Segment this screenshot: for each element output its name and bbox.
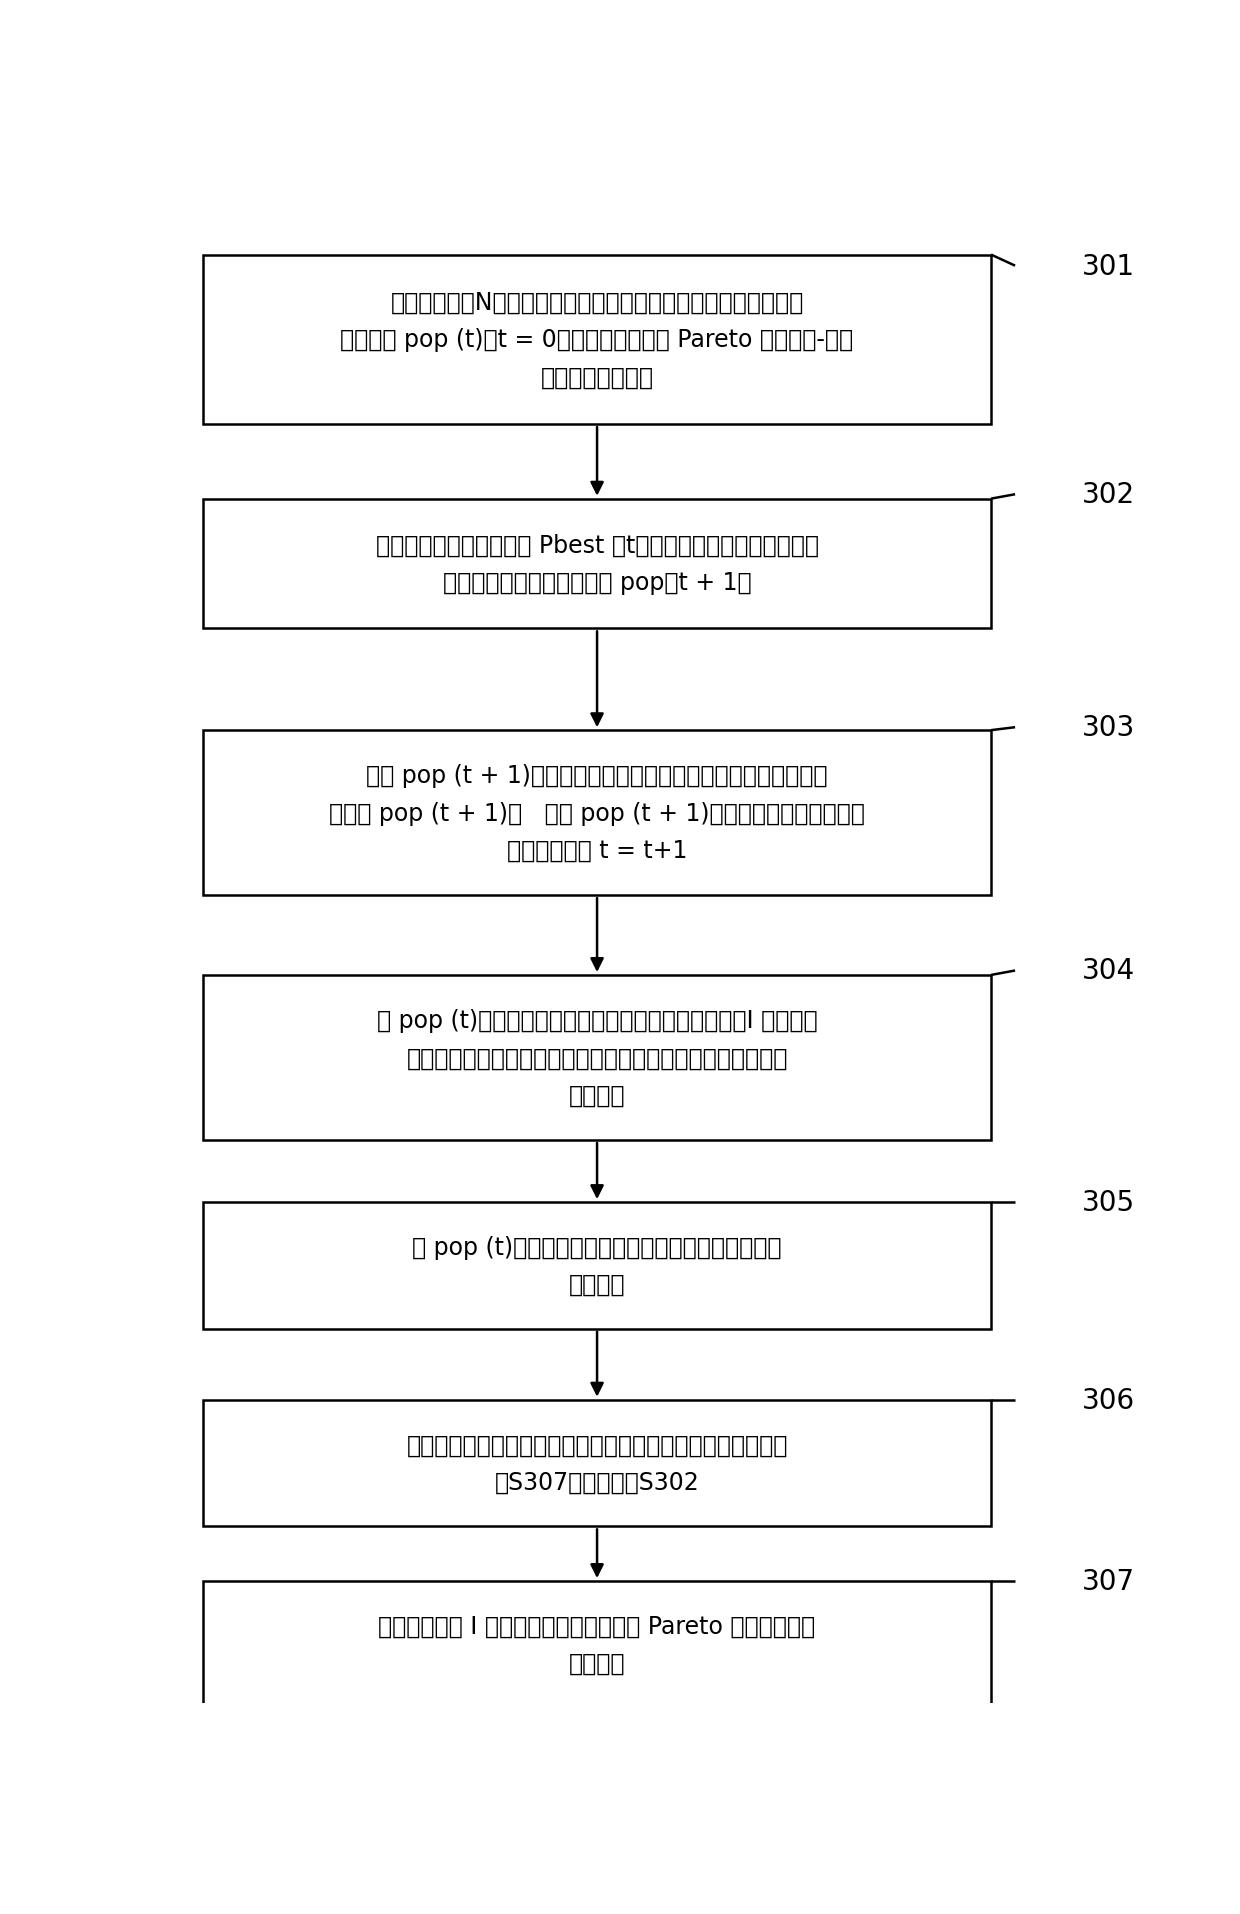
Text: 304: 304	[1083, 957, 1136, 986]
Text: 用 pop (t)更新外部存储器，若外部存储器中非劣解集I 中的粒子
个数超过给定规模时，计算每个粒子的拥挤度，保留拥挤度较
大的粒子: 用 pop (t)更新外部存储器，若外部存储器中非劣解集I 中的粒子 个数超过给…	[377, 1009, 817, 1106]
Text: 给定种群规模N，在定义范围内随机初始粒子的速度与位置，产生
初始群体 pop (t)，t = 0，找出初始群体中 Pareto 最优解，-将其
存入外部存储器中: 给定种群规模N，在定义范围内随机初始粒子的速度与位置，产生 初始群体 pop (…	[341, 291, 853, 389]
Text: 对 pop (t)中的所有粒子，比较准则更新每个粒子的个
体极值。: 对 pop (t)中的所有粒子，比较准则更新每个粒子的个 体极值。	[413, 1235, 781, 1296]
Text: 305: 305	[1083, 1189, 1136, 1217]
Text: 将粒子的经历的最好位置 Pbest （t）设置为当前位置，更新粒子
的速度与位置，得到新群体 pop（t + 1）: 将粒子的经历的最好位置 Pbest （t）设置为当前位置，更新粒子 的速度与位置…	[376, 534, 818, 595]
Text: 306: 306	[1083, 1386, 1136, 1414]
FancyBboxPatch shape	[203, 500, 991, 630]
FancyBboxPatch shape	[203, 1399, 991, 1527]
FancyBboxPatch shape	[203, 1581, 991, 1707]
FancyBboxPatch shape	[203, 976, 991, 1141]
Text: 判断优化算法的停止准则即最大迭代次数是否满足，若满足转
向S307；否则转向S302: 判断优化算法的停止准则即最大迭代次数是否满足，若满足转 向S307；否则转向S3…	[407, 1432, 787, 1493]
Text: 302: 302	[1083, 480, 1136, 509]
Text: 输出非劣解集 I 中的所有粒子作为问题的 Pareto 最优解，优化
算法停止: 输出非劣解集 I 中的所有粒子作为问题的 Pareto 最优解，优化 算法停止	[378, 1614, 816, 1675]
FancyBboxPatch shape	[203, 731, 991, 896]
FancyBboxPatch shape	[203, 1202, 991, 1328]
Text: 307: 307	[1083, 1568, 1136, 1594]
Text: 对于 pop (t + 1)中的每一个粒子，进行两次变异，令变异后的粒
子群为 pop (t + 1)，   使得 pop (t + 1)中所有微粒的位置都在定: 对于 pop (t + 1)中的每一个粒子，进行两次变异，令变异后的粒 子群为 …	[329, 764, 866, 863]
Text: 301: 301	[1083, 253, 1136, 281]
Text: 303: 303	[1083, 714, 1136, 743]
FancyBboxPatch shape	[203, 255, 991, 425]
